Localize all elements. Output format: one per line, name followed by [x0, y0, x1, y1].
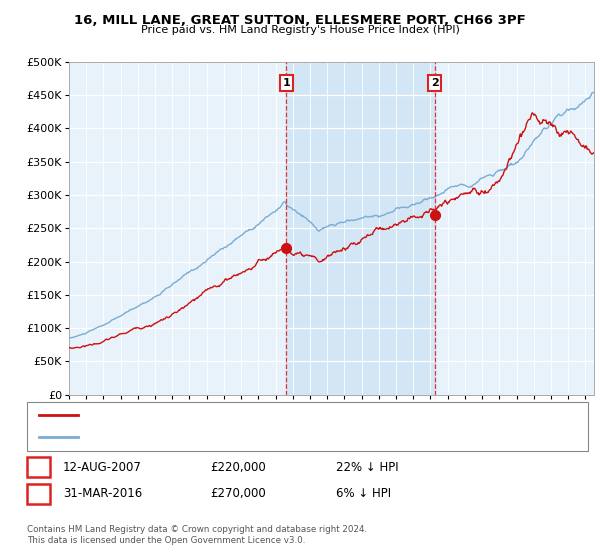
Text: Contains HM Land Registry data © Crown copyright and database right 2024.
This d: Contains HM Land Registry data © Crown c…	[27, 525, 367, 545]
Text: HPI: Average price, detached house, Cheshire West and Chester: HPI: Average price, detached house, Ches…	[83, 432, 403, 442]
Text: 22% ↓ HPI: 22% ↓ HPI	[336, 460, 398, 474]
Bar	[286, 62, 435, 395]
Text: 1: 1	[283, 78, 290, 88]
Text: £270,000: £270,000	[210, 487, 266, 501]
Text: 2: 2	[431, 78, 439, 88]
Text: 12-AUG-2007: 12-AUG-2007	[63, 460, 142, 474]
Text: 6% ↓ HPI: 6% ↓ HPI	[336, 487, 391, 501]
Text: £220,000: £220,000	[210, 460, 266, 474]
Text: 31-MAR-2016: 31-MAR-2016	[63, 487, 142, 501]
Text: 1: 1	[34, 460, 43, 474]
Text: 16, MILL LANE, GREAT SUTTON, ELLESMERE PORT, CH66 3PF: 16, MILL LANE, GREAT SUTTON, ELLESMERE P…	[74, 14, 526, 27]
Text: 16, MILL LANE, GREAT SUTTON, ELLESMERE PORT, CH66 3PF (detached house): 16, MILL LANE, GREAT SUTTON, ELLESMERE P…	[83, 410, 475, 421]
Text: 2: 2	[34, 487, 43, 501]
Text: Price paid vs. HM Land Registry's House Price Index (HPI): Price paid vs. HM Land Registry's House …	[140, 25, 460, 35]
